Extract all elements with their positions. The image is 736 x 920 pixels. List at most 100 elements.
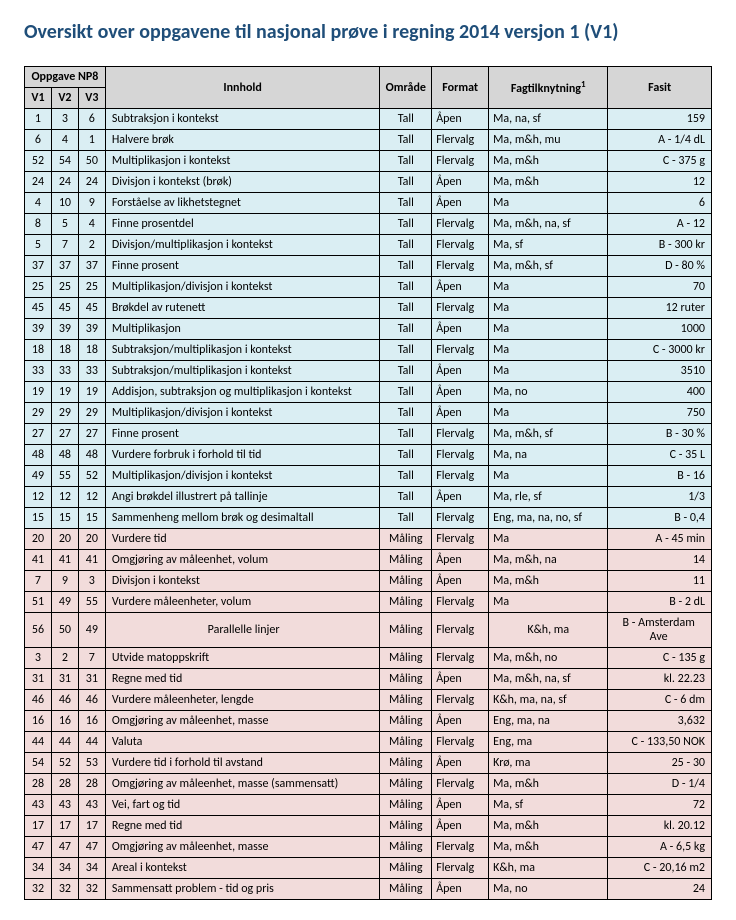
cell-fasit: A - 45 min	[608, 529, 712, 550]
cell-omrade: Tall	[380, 466, 432, 487]
cell-innhold: Divisjon i kontekst (brøk)	[105, 172, 380, 193]
cell-v2: 27	[51, 424, 78, 445]
cell-fag: Ma, rle, sf	[489, 487, 608, 508]
cell-fag: Ma, na	[489, 445, 608, 466]
cell-v3: 55	[78, 592, 105, 613]
cell-innhold: Subtraksjon i kontekst	[105, 109, 380, 130]
task-overview-table: Oppgave NP8 Innhold Område Format Fagtil…	[24, 66, 712, 900]
cell-innhold: Omgjøring av måleenhet, masse (sammensat…	[105, 774, 380, 795]
cell-v2: 50	[51, 613, 78, 648]
cell-v3: 3	[78, 571, 105, 592]
cell-fasit: 3510	[608, 361, 712, 382]
cell-innhold: Divisjon i kontekst	[105, 571, 380, 592]
cell-v2: 29	[51, 403, 78, 424]
cell-format: Flervalg	[432, 648, 489, 669]
page-title: Oversikt over oppgavene til nasjonal prø…	[24, 20, 712, 44]
table-row: 161616Omgjøring av måleenhet, masseMålin…	[25, 711, 712, 732]
cell-innhold: Divisjon/multiplikasjon i kontekst	[105, 235, 380, 256]
cell-fag: Ma, m&h	[489, 151, 608, 172]
table-row: 323232Sammensatt problem - tid og prisMå…	[25, 879, 712, 900]
cell-v1: 41	[25, 550, 52, 571]
cell-v2: 31	[51, 669, 78, 690]
cell-omrade: Måling	[380, 648, 432, 669]
cell-v3: 19	[78, 382, 105, 403]
cell-v1: 3	[25, 648, 52, 669]
cell-v1: 27	[25, 424, 52, 445]
cell-innhold: Omgjøring av måleenhet, volum	[105, 550, 380, 571]
cell-omrade: Måling	[380, 732, 432, 753]
cell-v1: 15	[25, 508, 52, 529]
cell-innhold: Vurdere tid	[105, 529, 380, 550]
cell-format: Flervalg	[432, 298, 489, 319]
table-row: 444444ValutaMålingFlervalgEng, maC - 133…	[25, 732, 712, 753]
cell-v2: 39	[51, 319, 78, 340]
cell-fag: K&h, ma	[489, 858, 608, 879]
cell-v2: 19	[51, 382, 78, 403]
cell-v2: 49	[51, 592, 78, 613]
cell-v1: 33	[25, 361, 52, 382]
cell-innhold: Vurdere forbruk i forhold til tid	[105, 445, 380, 466]
cell-fag: Eng, ma, na, no, sf	[489, 508, 608, 529]
cell-fasit: C - 3000 kr	[608, 340, 712, 361]
cell-fasit: 12 ruter	[608, 298, 712, 319]
table-row: 414141Omgjøring av måleenhet, volumMålin…	[25, 550, 712, 571]
cell-v2: 48	[51, 445, 78, 466]
cell-omrade: Måling	[380, 795, 432, 816]
cell-fasit: 12	[608, 172, 712, 193]
cell-v2: 41	[51, 550, 78, 571]
header-v2: V2	[51, 88, 78, 109]
cell-fasit: C - 6 dm	[608, 690, 712, 711]
cell-v2: 24	[51, 172, 78, 193]
cell-v2: 47	[51, 837, 78, 858]
cell-omrade: Tall	[380, 487, 432, 508]
cell-omrade: Måling	[380, 816, 432, 837]
cell-innhold: Regne med tid	[105, 816, 380, 837]
cell-innhold: Finne prosentdel	[105, 214, 380, 235]
cell-innhold: Forståelse av likhetstegnet	[105, 193, 380, 214]
cell-format: Åpen	[432, 193, 489, 214]
table-row: 565049Parallelle linjerMålingFlervalgK&h…	[25, 613, 712, 648]
cell-format: Flervalg	[432, 837, 489, 858]
cell-omrade: Tall	[380, 109, 432, 130]
table-row: 4109Forståelse av likhetstegnetTallÅpenM…	[25, 193, 712, 214]
cell-format: Flervalg	[432, 529, 489, 550]
cell-fasit: C - 133,50 NOK	[608, 732, 712, 753]
cell-v2: 33	[51, 361, 78, 382]
cell-format: Flervalg	[432, 235, 489, 256]
cell-omrade: Måling	[380, 879, 432, 900]
table-row: 292929Multiplikasjon/divisjon i kontekst…	[25, 403, 712, 424]
cell-omrade: Tall	[380, 340, 432, 361]
cell-v1: 47	[25, 837, 52, 858]
cell-format: Åpen	[432, 669, 489, 690]
cell-v1: 43	[25, 795, 52, 816]
cell-format: Flervalg	[432, 256, 489, 277]
table-row: 121212Angi brøkdel illustrert på tallinj…	[25, 487, 712, 508]
cell-fasit: 24	[608, 879, 712, 900]
cell-format: Flervalg	[432, 340, 489, 361]
table-row: 495552Multiplikasjon/divisjon i kontekst…	[25, 466, 712, 487]
table-row: 854Finne prosentdelTallFlervalgMa, m&h, …	[25, 214, 712, 235]
cell-format: Flervalg	[432, 424, 489, 445]
cell-innhold: Multiplikasjon/divisjon i kontekst	[105, 466, 380, 487]
cell-v3: 27	[78, 424, 105, 445]
cell-v3: 43	[78, 795, 105, 816]
table-row: 454545Brøkdel av rutenettTallFlervalgMa1…	[25, 298, 712, 319]
cell-v1: 46	[25, 690, 52, 711]
cell-v1: 19	[25, 382, 52, 403]
cell-v3: 49	[78, 613, 105, 648]
cell-fag: Ma, m&h, no	[489, 648, 608, 669]
cell-fag: Ma, m&h, na, sf	[489, 669, 608, 690]
cell-fasit: 159	[608, 109, 712, 130]
cell-v2: 34	[51, 858, 78, 879]
cell-format: Flervalg	[432, 613, 489, 648]
cell-fasit: B - 2 dL	[608, 592, 712, 613]
header-format: Format	[432, 67, 489, 109]
cell-v1: 44	[25, 732, 52, 753]
cell-v3: 2	[78, 235, 105, 256]
cell-innhold: Subtraksjon/multiplikasjon i kontekst	[105, 340, 380, 361]
cell-v2: 17	[51, 816, 78, 837]
cell-innhold: Halvere brøk	[105, 130, 380, 151]
cell-v1: 51	[25, 592, 52, 613]
cell-v3: 31	[78, 669, 105, 690]
cell-innhold: Multiplikasjon/divisjon i kontekst	[105, 403, 380, 424]
